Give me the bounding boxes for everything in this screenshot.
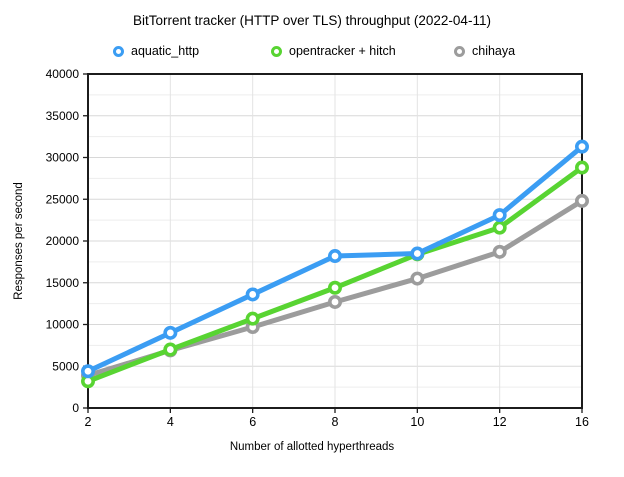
y-tick-label: 35000 <box>46 109 80 123</box>
legend-item-chihaya: chihaya <box>454 44 515 58</box>
x-tick-label: 6 <box>249 415 256 429</box>
y-tick-label: 40000 <box>46 67 80 81</box>
y-tick-label: 15000 <box>46 276 80 290</box>
y-tick-label: 0 <box>72 401 79 415</box>
x-tick-label: 8 <box>332 415 339 429</box>
data-point-marker <box>327 294 342 309</box>
legend-item-opentracker-hitch: opentracker + hitch <box>271 44 396 58</box>
data-point-marker <box>410 271 425 286</box>
data-point-marker <box>327 249 342 264</box>
legend-label: aquatic_http <box>131 44 200 58</box>
series-aquatic-http <box>81 139 589 379</box>
legend-marker-icon <box>113 45 124 57</box>
data-point-marker <box>245 311 260 326</box>
x-tick-label: 2 <box>85 415 92 429</box>
data-point-marker <box>410 246 425 261</box>
data-point-marker <box>81 364 96 379</box>
legend-item-aquatic-http: aquatic_http <box>113 44 199 58</box>
legend-label: chihaya <box>472 44 516 58</box>
data-point-marker <box>574 139 589 154</box>
data-point-marker <box>163 342 178 357</box>
y-tick-label: 10000 <box>46 318 80 332</box>
data-point-marker <box>574 193 589 208</box>
x-tick-label: 10 <box>410 415 424 429</box>
x-tick-label: 4 <box>167 415 174 429</box>
y-tick-label: 20000 <box>46 234 80 248</box>
y-tick-label: 25000 <box>46 192 80 206</box>
y-axis-ticks: 0 5000 10000 15000 20000 25000 30000 35000 40000 <box>46 67 88 415</box>
data-point-marker <box>163 325 178 340</box>
data-point-marker <box>492 220 507 235</box>
data-point-marker <box>492 244 507 259</box>
y-tick-label: 5000 <box>52 359 79 373</box>
x-axis-title: Number of allotted hyperthreads <box>229 441 395 453</box>
x-axis-ticks: 2 4 6 8 10 12 16 <box>85 408 589 429</box>
data-point-marker <box>245 287 260 302</box>
chart-title: BitTorrent tracker (HTTP over TLS) throu… <box>133 13 491 28</box>
x-tick-label: 12 <box>493 415 507 429</box>
legend-marker-icon <box>271 45 282 57</box>
data-point-marker <box>574 160 589 175</box>
x-tick-label: 16 <box>575 415 589 429</box>
legend-marker-icon <box>454 45 465 57</box>
data-point-marker <box>327 280 342 295</box>
data-point-marker <box>492 208 507 223</box>
y-tick-label: 30000 <box>46 151 80 165</box>
legend-label: opentracker + hitch <box>289 44 396 58</box>
